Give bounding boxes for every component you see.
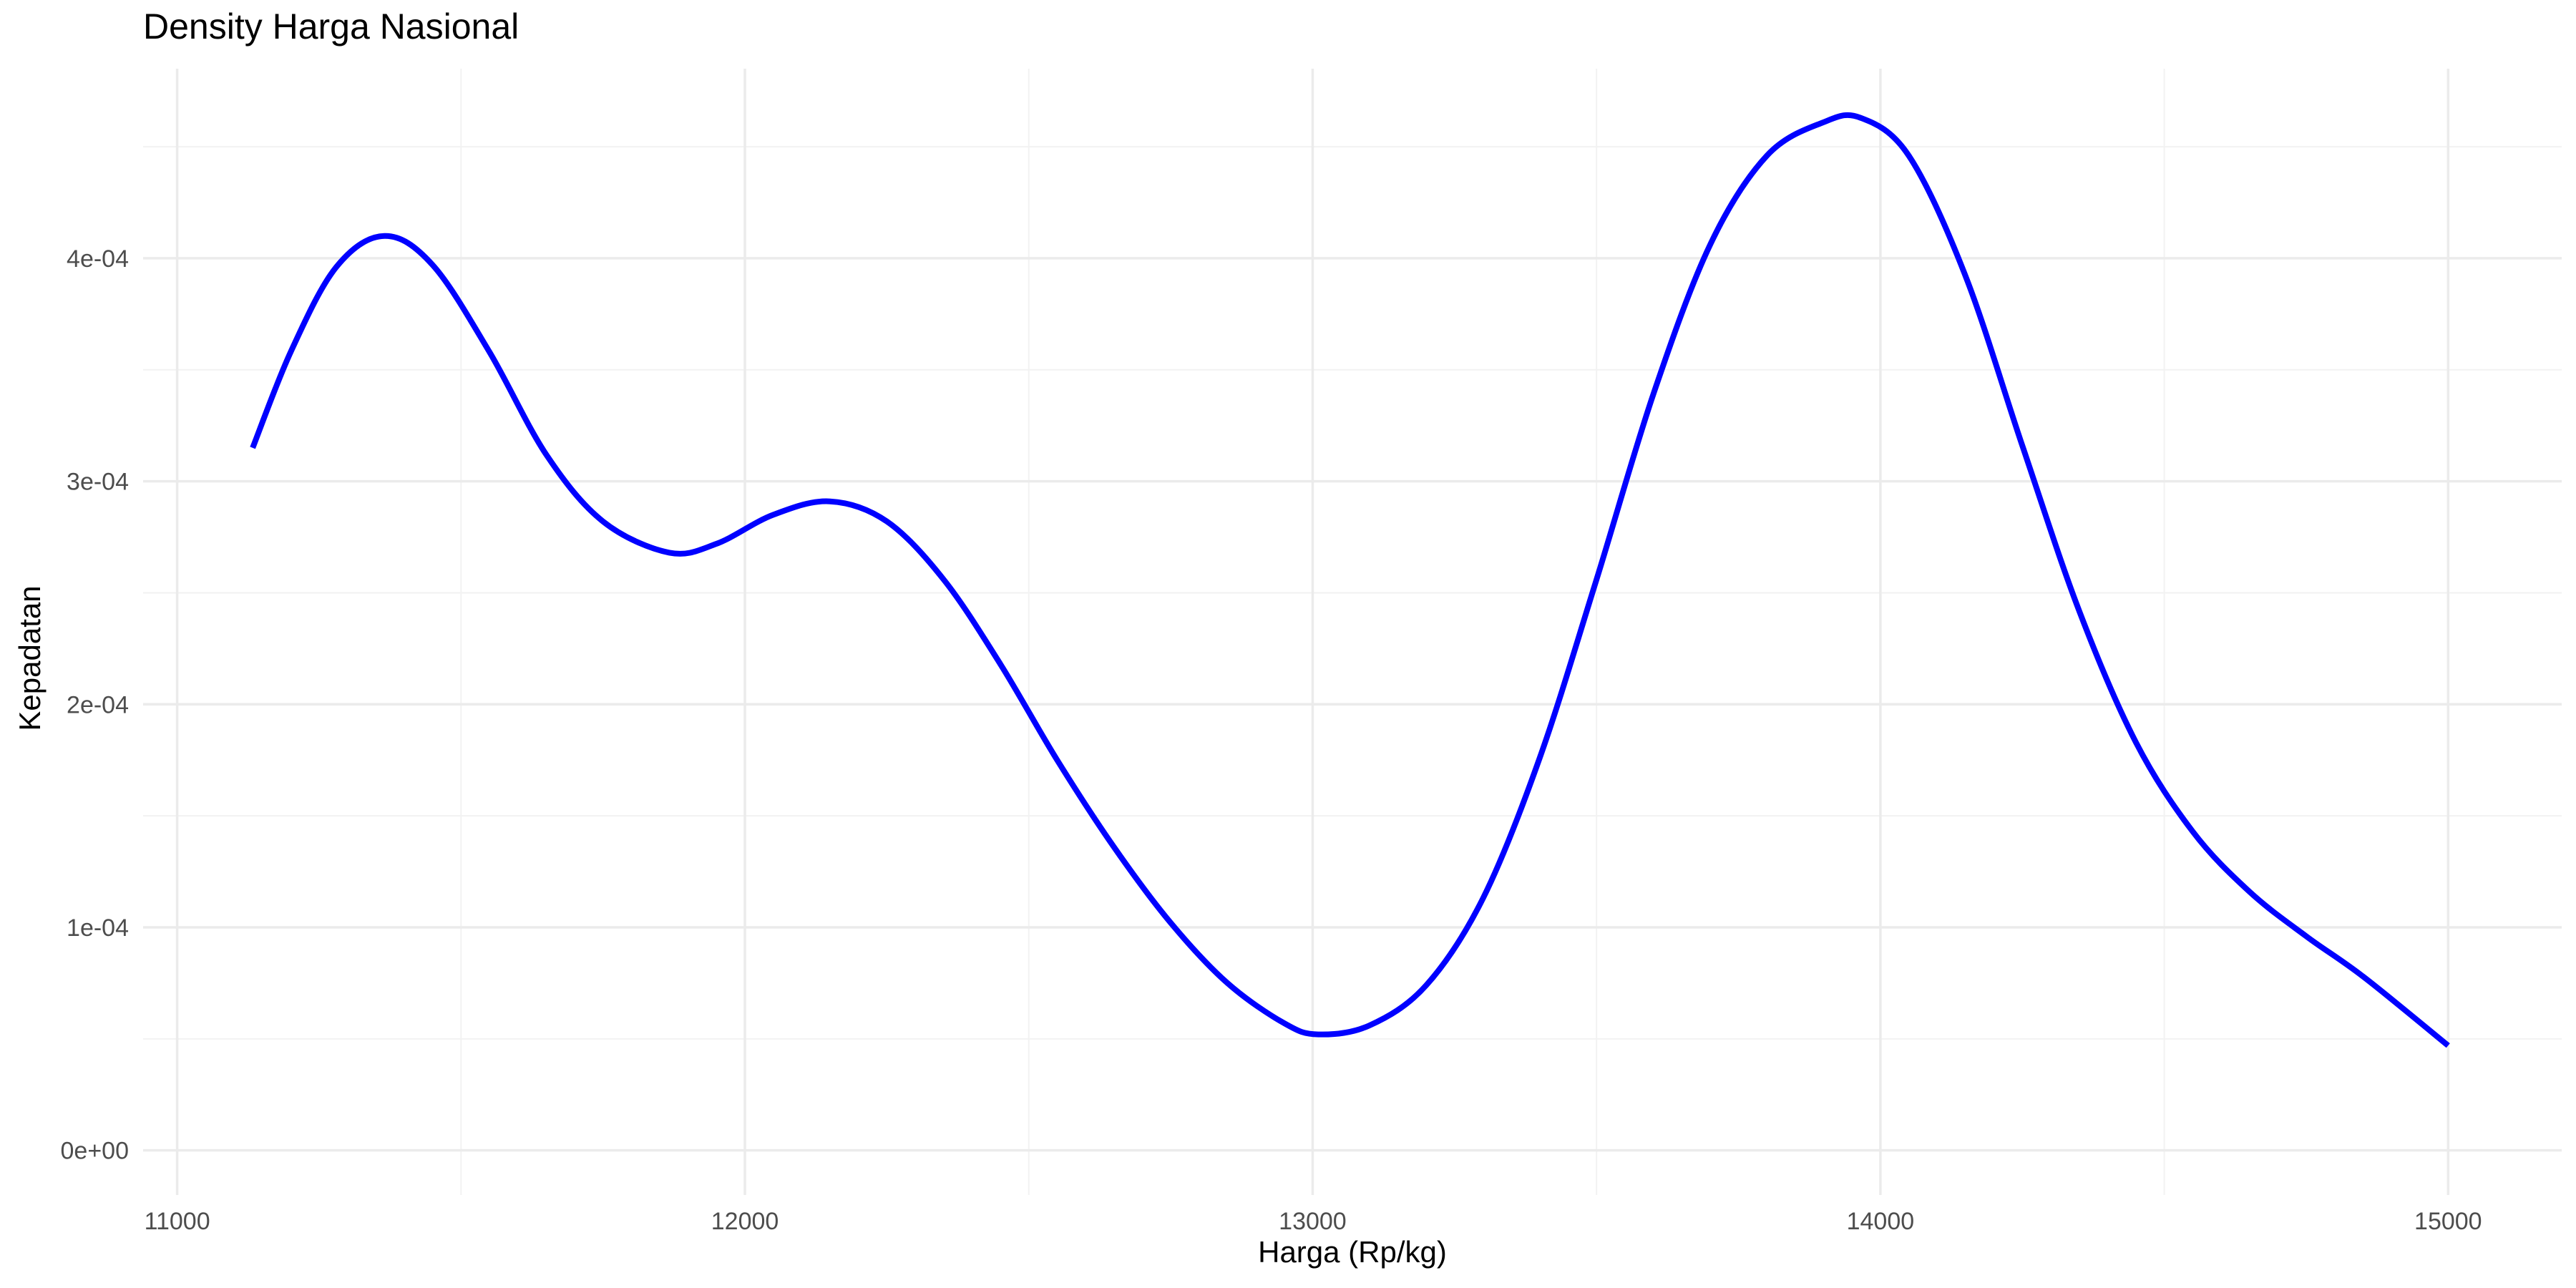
- density-line: [250, 112, 2450, 1048]
- x-tick-label: 12000: [711, 1208, 779, 1235]
- y-tick-label: 3e-04: [67, 469, 129, 496]
- x-tick-label: 15000: [2414, 1208, 2482, 1235]
- y-tick-label: 1e-04: [67, 914, 129, 942]
- y-axis-label: Kepadatan: [13, 585, 47, 731]
- x-tick-label: 14000: [1847, 1208, 1915, 1235]
- chart-title: Density Harga Nasional: [143, 6, 519, 47]
- y-tick-label: 2e-04: [67, 691, 129, 718]
- y-tick-label: 4e-04: [67, 245, 129, 273]
- x-tick-label: 11000: [145, 1208, 210, 1235]
- x-axis-label: Harga (Rp/kg): [1258, 1235, 1447, 1269]
- x-tick-label: 13000: [1279, 1208, 1347, 1235]
- y-tick-label: 0e+00: [61, 1138, 130, 1165]
